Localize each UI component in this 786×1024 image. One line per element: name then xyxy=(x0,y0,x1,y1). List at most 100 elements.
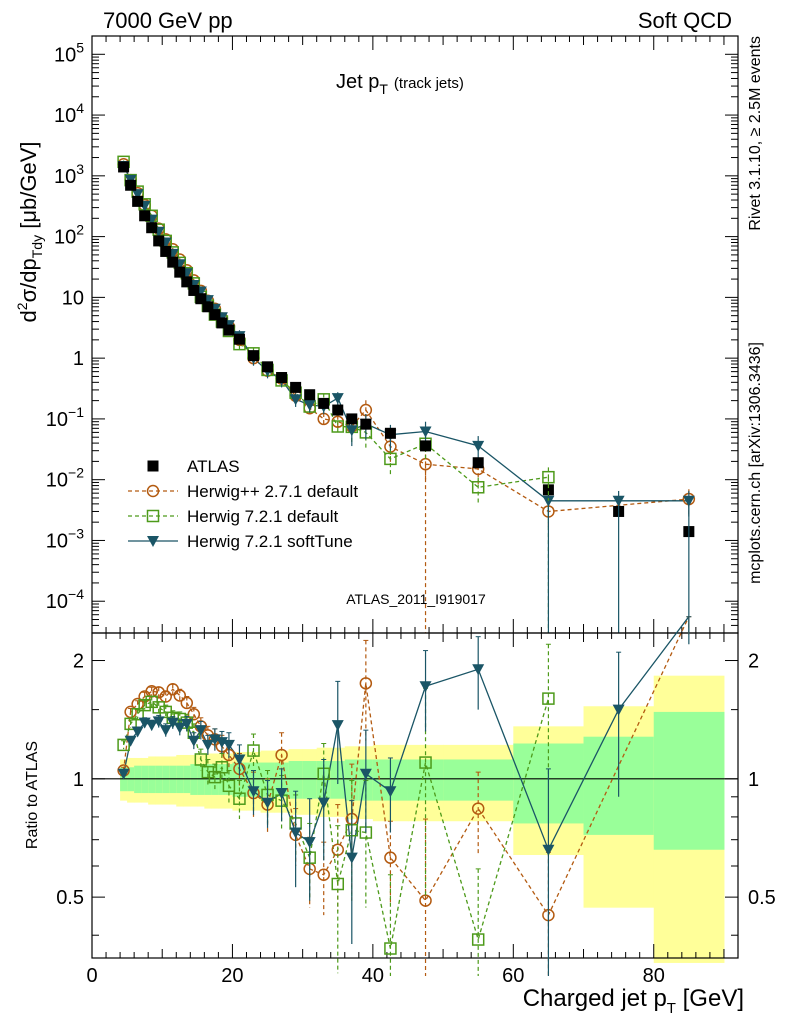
uncertainty-band-green xyxy=(190,764,198,795)
main-point-herwig-7-2-1-default xyxy=(542,470,555,484)
header-category-label: Soft QCD xyxy=(638,8,732,33)
ratio-point-herwig-7-2-1-softtune xyxy=(359,768,372,780)
main-point-herwig-7-2-1-softtune xyxy=(472,440,485,452)
main-y-tick-label: 10−1 xyxy=(46,404,84,431)
ratio-point-herwig-7-2-1-default xyxy=(124,717,137,731)
main-point-atlas xyxy=(248,350,259,362)
main-point-atlas xyxy=(304,389,316,401)
legend-marker xyxy=(147,536,159,547)
ratio-point-herwig-7-2-1-softtune xyxy=(194,725,207,737)
y-title-d: d xyxy=(16,310,41,322)
ratio-y-axis-title: Ratio to ATLAS xyxy=(24,741,41,849)
ratio-y-tick-label-left: 0.5 xyxy=(56,887,84,909)
ratio-point-herwig-7-2-1-softtune xyxy=(275,788,288,800)
main-y-tick-label: 10−4 xyxy=(46,586,84,613)
main-point-atlas xyxy=(153,235,165,247)
main-point-herwig-7-2-1-default xyxy=(384,452,397,466)
y-title-unit: [μb/GeV] xyxy=(16,142,41,235)
tick-label-base: 10 xyxy=(54,44,76,66)
ratio-point-herwig-7-2-1-softtune xyxy=(166,717,179,729)
main-point-herwig-7-2-1-softtune xyxy=(345,425,358,437)
ratio-point-herwig-7-2-1-softtune xyxy=(173,722,186,734)
main-point-atlas xyxy=(223,324,235,336)
tick-label-exponent: −2 xyxy=(68,465,84,481)
x-tick-label: 0 xyxy=(86,965,97,987)
ratio-y-tick-label-right: 1 xyxy=(748,769,759,791)
ratio-point-herwig-7-2-1-softtune xyxy=(131,726,144,738)
ratio-point-herwig-2-7-1-default xyxy=(384,851,397,864)
ratio-panel: 0 20 40 60 80 0.5 0.5 1 1 2 2 xyxy=(56,616,776,987)
ratio-point-herwig-7-2-1-softtune xyxy=(117,768,130,780)
y-title-sup: 2 xyxy=(14,302,30,310)
main-point-atlas xyxy=(181,276,193,288)
plot-title-sub: T xyxy=(379,81,388,97)
ratio-point-herwig-7-2-1-default xyxy=(222,779,236,793)
ratio-point-herwig-7-2-1-softtune xyxy=(345,852,358,864)
ratio-point-herwig-2-7-1-default xyxy=(471,802,485,815)
uncertainty-band-green xyxy=(653,711,725,850)
ratio-point-herwig-7-2-1-softtune xyxy=(215,737,228,749)
main-series-line xyxy=(122,161,549,488)
tick-label-base: 10 xyxy=(54,166,76,188)
main-y-tick-label: 105 xyxy=(54,39,84,66)
main-point-herwig-7-2-1-softtune xyxy=(419,426,432,438)
header-collision-label: 7000 GeV pp xyxy=(103,8,233,33)
main-point-herwig-7-2-1-softtune xyxy=(331,393,344,405)
main-point-atlas xyxy=(360,418,372,430)
ratio-point-herwig-7-2-1-softtune xyxy=(261,797,274,809)
main-point-atlas xyxy=(195,293,207,305)
rivet-version-label: Rivet 3.1.10, ≥ 2.5M events xyxy=(747,36,764,231)
tick-label-base: 1 xyxy=(73,348,84,370)
ratio-point-herwig-7-2-1-default xyxy=(215,761,229,774)
ratio-point-herwig-7-2-1-softtune xyxy=(233,754,246,766)
ratio-point-herwig-7-2-1-softtune xyxy=(159,725,172,737)
ratio-point-herwig-2-7-1-default xyxy=(152,686,165,699)
ratio-point-herwig-7-2-1-softtune xyxy=(542,844,555,856)
main-point-atlas xyxy=(384,427,396,439)
analysis-id-label: ATLAS_2011_I919017 xyxy=(346,591,486,607)
ratio-point-herwig-7-2-1-default xyxy=(247,744,260,757)
ratio-point-herwig-7-2-1-softtune xyxy=(612,704,625,716)
main-point-atlas xyxy=(420,440,432,452)
main-point-atlas xyxy=(146,222,158,234)
ratio-point-herwig-7-2-1-default xyxy=(233,792,246,805)
tick-label-exponent: 2 xyxy=(76,222,84,238)
uncertainty-band-green xyxy=(288,761,304,799)
tick-label-base: 10 xyxy=(62,287,84,309)
plot-title-note: (track jets) xyxy=(394,75,464,92)
main-y-tick-label: 10−3 xyxy=(46,525,84,552)
legend-label: Herwig 7.2.1 default xyxy=(187,507,338,526)
main-point-atlas xyxy=(542,484,554,496)
legend-label: Herwig 7.2.1 softTune xyxy=(187,532,353,551)
main-point-atlas xyxy=(174,266,186,278)
legend: ATLAS Herwig++ 2.7.1 default Herwig 7.2.1 … xyxy=(128,457,358,551)
plot-title-main: Jet p xyxy=(336,71,379,93)
x-tick-label: 80 xyxy=(643,965,665,987)
uncertainty-band-green xyxy=(204,764,212,795)
tick-label-base: 10 xyxy=(54,227,76,249)
plot-title: Jet pT (track jets) xyxy=(336,71,464,97)
ratio-point-herwig-7-2-1-softtune xyxy=(289,827,302,839)
main-point-atlas xyxy=(318,397,330,409)
x-title-unit: [GeV] xyxy=(676,985,744,1012)
x-axis-title: Charged jet pT [GeV] xyxy=(523,985,744,1017)
ratio-point-herwig-7-2-1-softtune xyxy=(152,716,165,728)
tick-label-exponent: 3 xyxy=(76,161,84,177)
tick-label-exponent: −3 xyxy=(68,525,84,541)
main-y-tick-label: 10−2 xyxy=(46,465,84,492)
ratio-y-tick-label-left: 2 xyxy=(73,651,84,673)
main-y-axis-title: d2σ/dpTdy [μb/GeV] xyxy=(14,142,45,323)
ratio-point-herwig-7-2-1-default xyxy=(471,933,485,946)
x-tick-label: 60 xyxy=(502,965,524,987)
main-y-tick-label: 102 xyxy=(54,222,84,249)
main-point-atlas xyxy=(139,210,151,222)
ratio-point-herwig-7-2-1-softtune xyxy=(124,735,137,747)
main-point-atlas xyxy=(202,301,214,313)
main-y-tick-label: 10 xyxy=(62,287,84,309)
tick-label-exponent: −1 xyxy=(68,404,84,420)
tick-label-base: 10 xyxy=(46,591,68,613)
legend-marker xyxy=(146,484,160,498)
ratio-point-herwig-2-7-1-default xyxy=(159,690,172,703)
ratio-point-herwig-2-7-1-default xyxy=(124,705,137,719)
ratio-point-herwig-7-2-1-default xyxy=(138,698,151,712)
